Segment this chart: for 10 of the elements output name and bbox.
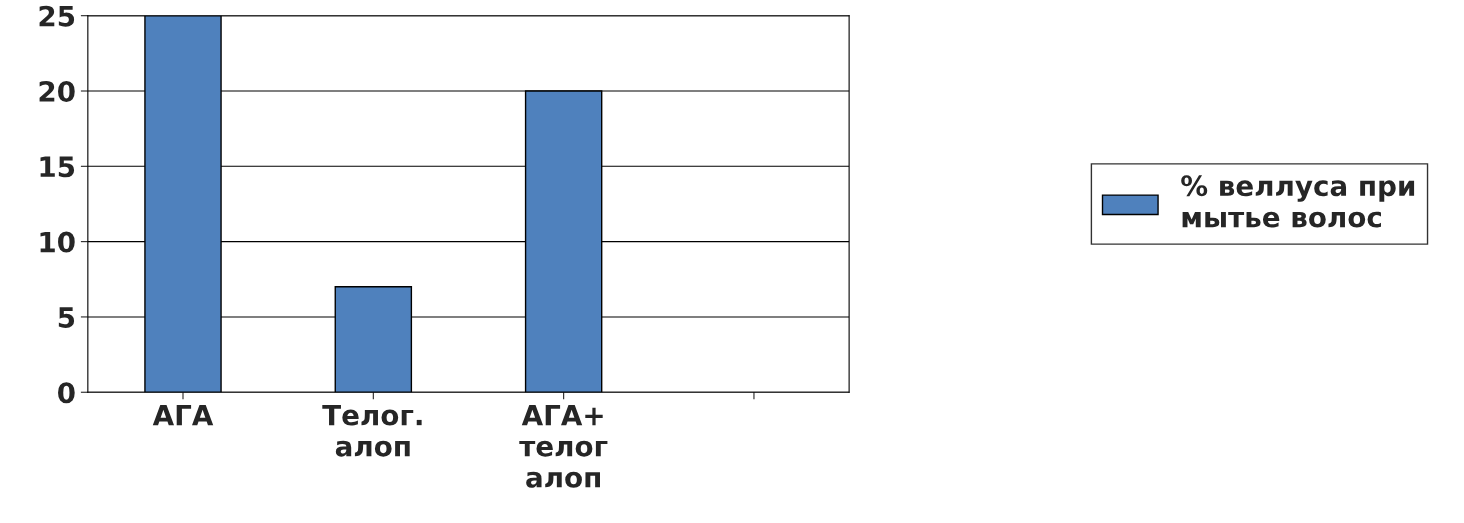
y-tick-label: 25 — [39, 5, 75, 27]
x-tick-label: АГА — [152, 404, 214, 426]
y-tick-label: 15 — [40, 156, 75, 178]
y-tick-label: 0 — [58, 382, 75, 404]
y-tick-label: 5 — [58, 307, 75, 328]
y-tick-label: 10 — [40, 231, 75, 253]
y-tick-label: 20 — [39, 80, 75, 102]
x-tick-label: Телог. алоп — [322, 404, 422, 457]
legend-label: % веллуса при мытье волос — [1181, 175, 1415, 228]
x-tick-label: АГА+ телог алоп — [519, 404, 608, 488]
